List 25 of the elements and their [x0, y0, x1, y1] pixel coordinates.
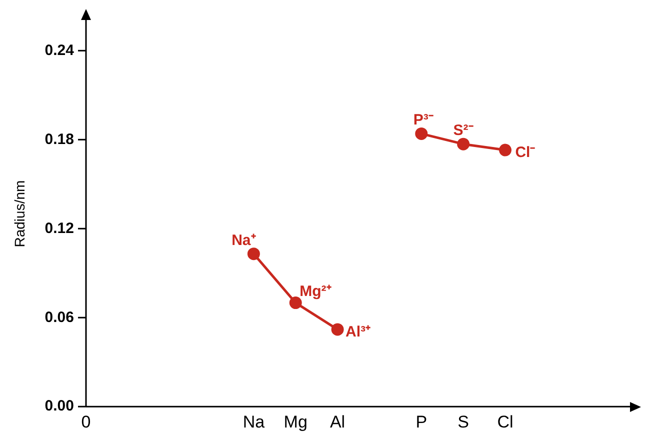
point	[289, 296, 302, 310]
annotation: Cl⁻	[515, 144, 536, 162]
x-tick-label: P	[416, 412, 428, 432]
point	[457, 138, 470, 150]
x-tick-label: Cl	[497, 412, 514, 432]
y-tick-label: 0.12	[44, 220, 74, 237]
y-tick-label: 0.18	[44, 130, 74, 148]
y-axis-title: Radius/nm	[11, 180, 28, 248]
x-tick-label: Al	[330, 412, 346, 432]
y-tick-label: 0.00	[44, 398, 74, 415]
y-tick-label: 0.24	[44, 42, 75, 59]
annotation: S²⁻	[453, 122, 474, 140]
x-tick-label: 0	[81, 412, 91, 432]
point	[331, 323, 344, 336]
point	[498, 144, 512, 156]
annotation: P³⁻	[413, 112, 434, 129]
x-tick-label: Mg	[284, 412, 308, 432]
point	[415, 127, 428, 140]
point	[247, 248, 260, 260]
annotation: Na⁺	[232, 232, 256, 249]
annotation: Al³⁺	[346, 323, 371, 340]
y-tick-label: 0.06	[44, 308, 74, 326]
x-tick-label: Na	[242, 412, 266, 432]
annotation: Mg²⁺	[300, 282, 332, 300]
x-tick-label: S	[458, 412, 469, 432]
